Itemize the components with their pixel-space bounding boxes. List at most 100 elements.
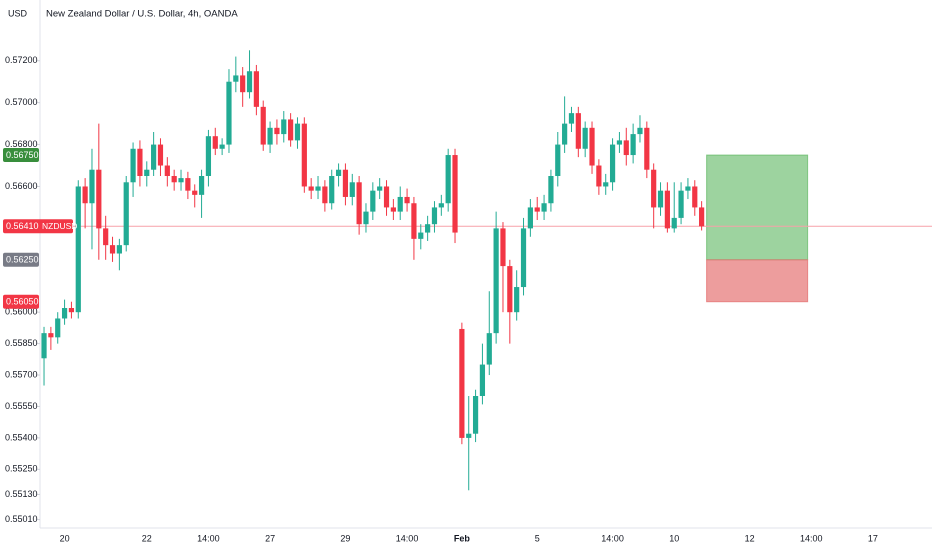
candle-body [418, 232, 424, 239]
candle-body [274, 127, 280, 135]
price-label: 0.56050 [6, 297, 39, 307]
candle-body [527, 207, 533, 229]
candle-body [157, 144, 164, 166]
candle-body [657, 190, 664, 208]
candle-body [301, 123, 307, 187]
candle-body [445, 155, 451, 204]
candle-body [596, 165, 602, 187]
candle-body [603, 182, 609, 187]
candle-body [144, 169, 150, 176]
y-tick-label: 0.55130 [5, 489, 38, 499]
x-tick-label: 14:00 [197, 533, 220, 543]
candle-body [253, 71, 259, 107]
candle-body [219, 144, 225, 149]
y-tick-label: 0.57000 [5, 97, 38, 107]
candle-body [562, 123, 568, 145]
candle-body [664, 190, 670, 229]
candle-body [630, 134, 636, 156]
candle-body [294, 123, 301, 141]
x-tick-label: 12 [745, 533, 755, 543]
candle-body [651, 169, 657, 208]
candle-body [582, 127, 588, 149]
candle-body [486, 333, 492, 365]
candle-body [55, 318, 61, 338]
price-label-bg [3, 252, 39, 267]
candle-body [75, 186, 81, 313]
candle-body [103, 228, 109, 246]
candle-body [61, 308, 68, 319]
candle-body [308, 186, 314, 191]
y-tick-label: 0.55400 [5, 432, 38, 442]
candle-body [41, 333, 47, 359]
candle-body [178, 178, 184, 183]
y-tick-label: 0.55550 [5, 401, 38, 411]
candle-body [411, 203, 417, 239]
candle-body [383, 186, 390, 208]
candle-body [48, 333, 54, 338]
x-tick-label: 17 [868, 533, 878, 543]
candle-body [198, 176, 205, 195]
candle-body [281, 119, 287, 135]
price-label: 0.56410 [6, 221, 39, 231]
candle-body [609, 144, 616, 183]
candle-body [288, 119, 294, 141]
chart-title: New Zealand Dollar / U.S. Dollar, 4h, OA… [46, 9, 238, 20]
candle-body [151, 144, 157, 170]
candle-body [240, 75, 246, 93]
candle-body [390, 207, 396, 212]
candle-body [514, 287, 520, 313]
x-tick-label: 14:00 [396, 533, 419, 543]
stop-loss-zone [706, 259, 809, 303]
y-tick-label: 0.56000 [5, 307, 38, 317]
candle-body [692, 186, 698, 208]
y-tick-label: 0.55010 [5, 514, 38, 524]
candle-body [329, 176, 335, 204]
price-label-bg [3, 294, 39, 309]
candle-body [185, 178, 191, 191]
candle-body [699, 207, 705, 227]
candle-body [137, 148, 143, 176]
candle-body [520, 228, 527, 288]
candle-body [123, 182, 129, 246]
candle-body [192, 190, 198, 195]
price-label: 0.56750 [6, 150, 39, 160]
candle-body [267, 127, 273, 145]
candle-body [315, 186, 321, 191]
candle-body [500, 228, 506, 267]
candle-body [82, 186, 88, 204]
x-tick-label: 29 [340, 533, 350, 543]
candle-body [555, 144, 561, 176]
candle-body [671, 217, 677, 229]
candle-body [479, 364, 486, 396]
candle-body [164, 165, 170, 176]
x-tick-label: 5 [535, 533, 540, 543]
candle-body [335, 169, 342, 176]
candle-body [226, 81, 232, 145]
currency: USD [8, 8, 28, 18]
candle-body [616, 140, 623, 145]
candle-body [452, 155, 458, 233]
candle-body [246, 71, 253, 93]
candle-body [205, 136, 212, 176]
candle-body [233, 75, 239, 82]
candle-body [377, 186, 383, 191]
x-tick-label: 27 [265, 533, 275, 543]
candle-body [370, 190, 376, 212]
candle-body [431, 207, 438, 225]
candle-body [212, 136, 218, 149]
price-label-bg [3, 219, 73, 234]
x-tick-label: Feb [454, 533, 471, 543]
y-tick-label: 0.56800 [5, 139, 38, 149]
x-tick-label: 20 [60, 533, 70, 543]
y-tick-label: 0.57200 [5, 55, 38, 65]
y-tick-label: 0.55250 [5, 464, 38, 474]
candle-body [397, 196, 403, 212]
candle-body [589, 127, 595, 166]
candle-body [678, 190, 684, 218]
candle-body [575, 113, 581, 149]
candle-body [425, 224, 431, 233]
candle-body [548, 176, 554, 204]
candle-body [109, 245, 116, 254]
y-tick-label: 0.55850 [5, 338, 38, 348]
